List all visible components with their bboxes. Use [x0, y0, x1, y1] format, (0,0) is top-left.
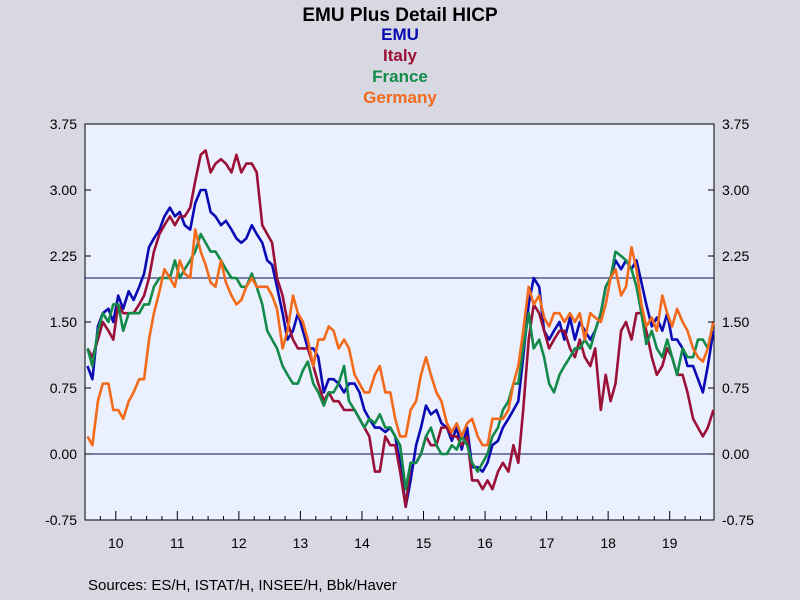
y-tick-label-right: 3.00 — [722, 182, 749, 198]
source-note: Sources: ES/H, ISTAT/H, INSEE/H, Bbk/Hav… — [88, 577, 397, 594]
y-axis-right: 3.75 3.00 2.25 1.50 0.75 0.00 -0.75 — [708, 116, 754, 528]
y-tick-label-right: 1.50 — [722, 314, 749, 330]
series-lines — [86, 149, 715, 509]
x-tick-label: 19 — [662, 535, 678, 551]
legend: EMU Italy France Germany — [363, 25, 437, 107]
series-line-italy — [86, 149, 715, 509]
y-tick-label-left: 0.00 — [50, 446, 77, 462]
y-tick-label-left: 0.75 — [50, 380, 77, 396]
x-tick-label: 12 — [231, 535, 247, 551]
y-tick-label-right: 3.75 — [722, 116, 749, 132]
y-tick-label-left: 3.75 — [50, 116, 77, 132]
y-tick-label-left: 1.50 — [50, 314, 77, 330]
y-tick-label-left: -0.75 — [45, 512, 77, 528]
legend-item-italy: Italy — [383, 46, 418, 65]
header: EMU Plus Detail HICP EMU Italy France Germa… — [302, 5, 498, 107]
y-tick-label-right: 0.00 — [722, 446, 749, 462]
y-tick-label-right: 0.75 — [722, 380, 749, 396]
y-tick-label-right: 2.25 — [722, 248, 749, 264]
y-tick-label-right: -0.75 — [722, 512, 754, 528]
y-tick-label-left: 3.00 — [50, 182, 77, 198]
x-axis: 10 11 12 13 14 15 16 17 18 19 — [84, 511, 701, 551]
x-tick-label: 14 — [354, 535, 370, 551]
legend-item-emu: EMU — [381, 25, 419, 44]
y-tick-label-left: 2.25 — [50, 248, 77, 264]
legend-item-france: France — [372, 67, 428, 86]
x-tick-label: 17 — [539, 535, 555, 551]
x-tick-label: 13 — [293, 535, 309, 551]
chart-title: EMU Plus Detail HICP — [302, 5, 498, 26]
x-tick-label: 11 — [170, 535, 185, 551]
x-tick-label: 16 — [477, 535, 493, 551]
legend-item-germany: Germany — [363, 88, 437, 107]
x-tick-label: 18 — [600, 535, 616, 551]
x-tick-label: 15 — [416, 535, 432, 551]
y-axis-left: 3.75 3.00 2.25 1.50 0.75 0.00 -0.75 — [45, 116, 91, 528]
series-line-germany — [86, 228, 715, 447]
x-tick-label: 10 — [108, 535, 124, 551]
